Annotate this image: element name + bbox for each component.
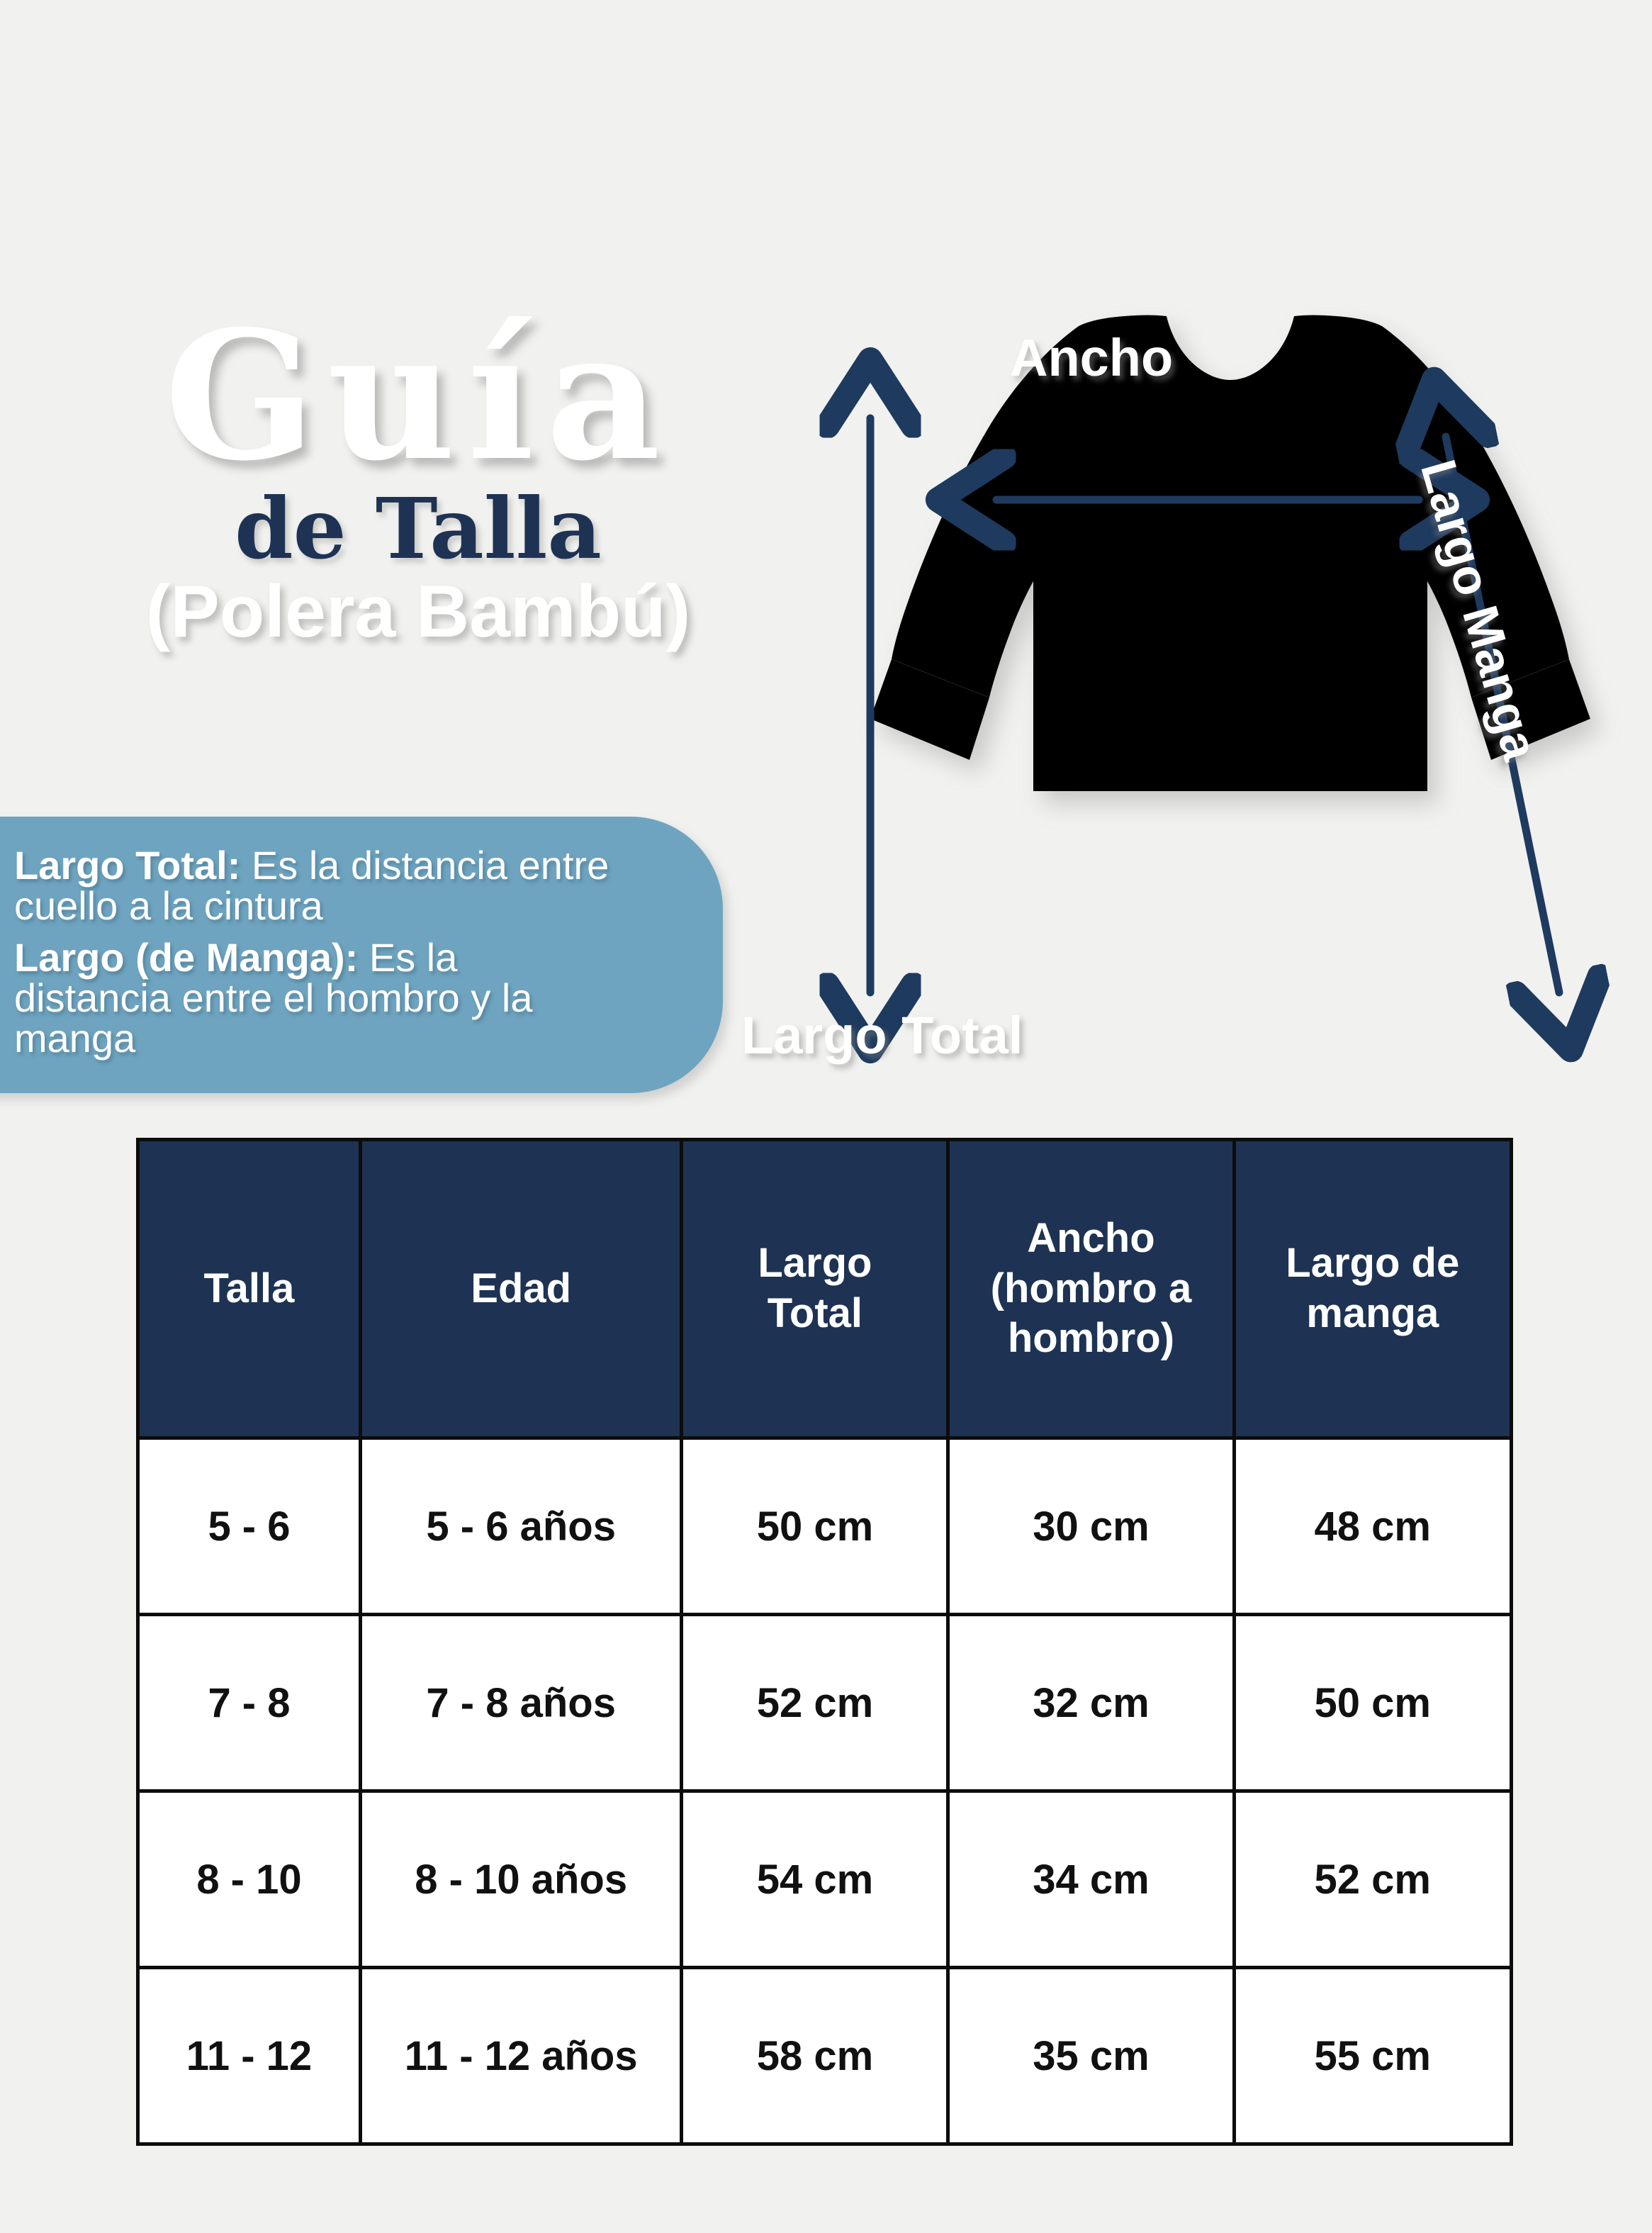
- cell-edad: 11 - 12 años: [358, 1966, 684, 2146]
- cell-ancho: 32 cm: [946, 1613, 1236, 1793]
- ancho-label: Ancho: [1010, 328, 1174, 387]
- cell-ancho: 35 cm: [946, 1966, 1236, 2146]
- cell-largo-manga: 55 cm: [1232, 1966, 1513, 2146]
- column-header-edad: Edad: [358, 1138, 684, 1440]
- column-header-talla: Talla: [136, 1138, 362, 1440]
- size-table-wrapper: Talla Edad Largo Total Ancho (hombro a h…: [136, 1138, 1513, 2146]
- cell-ancho: 30 cm: [946, 1436, 1236, 1616]
- cell-largo-total: 54 cm: [680, 1789, 950, 1969]
- definition-largo-total-text: Es la distancia entre cuello a la cintur…: [14, 843, 609, 929]
- largo-total-label: Largo Total: [741, 1006, 1023, 1065]
- cell-largo-total: 50 cm: [680, 1436, 950, 1616]
- title-subtitle: de Talla: [235, 478, 602, 578]
- column-header-largo-manga-line1: Largo de: [1286, 1240, 1460, 1287]
- cell-ancho: 34 cm: [946, 1789, 1236, 1969]
- table-row: 7 - 8 7 - 8 años 52 cm 32 cm 50 cm: [136, 1613, 1513, 1793]
- cell-largo-total: 58 cm: [680, 1966, 950, 2146]
- cell-edad: 8 - 10 años: [358, 1789, 684, 1969]
- cell-talla: 7 - 8: [136, 1613, 362, 1793]
- garment-illustration: [808, 284, 1652, 1078]
- page-title: Guía de Talla (Polera Bambú): [0, 291, 836, 654]
- cell-largo-total: 52 cm: [680, 1613, 950, 1793]
- largo-manga-arrow: [1446, 437, 1559, 992]
- definition-largo-total: Largo Total: Es la distancia entre cuell…: [14, 845, 617, 926]
- cell-largo-manga: 52 cm: [1232, 1789, 1513, 1969]
- column-header-largo-manga: Largo de manga: [1232, 1138, 1513, 1440]
- cell-talla: 5 - 6: [136, 1436, 362, 1616]
- column-header-ancho-line1: Ancho: [1027, 1214, 1155, 1261]
- column-header-largo-total-line2: Total: [767, 1290, 863, 1336]
- cell-largo-manga: 48 cm: [1232, 1436, 1513, 1616]
- definition-largo-total-term: Largo Total:: [14, 843, 241, 888]
- title-product: (Polera Bambú): [145, 571, 691, 654]
- definition-largo-manga-text: Es la distancia entre el hombro y la man…: [14, 935, 533, 1061]
- cell-edad: 5 - 6 años: [358, 1436, 684, 1616]
- measurement-definitions-panel: Largo Total: Es la distancia entre cuell…: [0, 817, 723, 1093]
- column-header-ancho: Ancho (hombro a hombro): [946, 1138, 1236, 1440]
- column-header-ancho-line2: (hombro a: [990, 1265, 1192, 1311]
- cell-talla: 8 - 10: [136, 1789, 362, 1969]
- column-header-talla-line1: Talla: [203, 1265, 295, 1311]
- cell-edad: 7 - 8 años: [358, 1613, 684, 1793]
- size-table: Talla Edad Largo Total Ancho (hombro a h…: [136, 1138, 1513, 2146]
- table-header-row: Talla Edad Largo Total Ancho (hombro a h…: [136, 1138, 1513, 1440]
- column-header-largo-total-line1: Largo: [758, 1240, 872, 1287]
- cell-largo-manga: 50 cm: [1232, 1613, 1513, 1793]
- definition-largo-manga-term: Largo (de Manga):: [14, 935, 359, 980]
- table-row: 5 - 6 5 - 6 años 50 cm 30 cm 48 cm: [136, 1436, 1513, 1616]
- column-header-edad-line1: Edad: [471, 1265, 572, 1311]
- table-row: 11 - 12 11 - 12 años 58 cm 35 cm 55 cm: [136, 1966, 1513, 2146]
- column-header-largo-total: Largo Total: [680, 1138, 950, 1440]
- title-main: Guía: [164, 291, 673, 500]
- column-header-largo-manga-line2: manga: [1306, 1290, 1439, 1336]
- column-header-ancho-line3: hombro): [1007, 1315, 1175, 1362]
- definition-largo-manga: Largo (de Manga): Es la distancia entre …: [14, 937, 617, 1058]
- table-row: 8 - 10 8 - 10 años 54 cm 34 cm 52 cm: [136, 1789, 1513, 1969]
- cell-talla: 11 - 12: [136, 1966, 362, 2146]
